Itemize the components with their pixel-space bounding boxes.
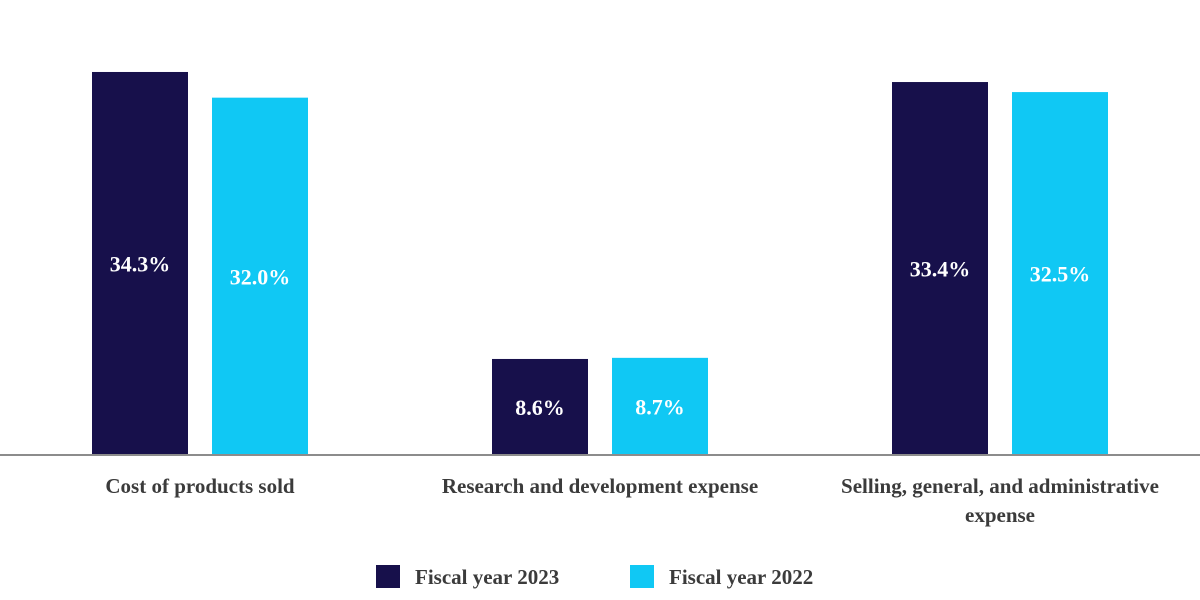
data-label: 32.0% <box>230 264 291 289</box>
bar-fy2023-1 <box>492 358 588 455</box>
data-label: 32.5% <box>1030 262 1091 287</box>
data-label: 34.3% <box>110 251 171 276</box>
bar-fy2023-2 <box>892 82 988 456</box>
legend-label: Fiscal year 2022 <box>669 565 813 589</box>
legend-label: Fiscal year 2023 <box>415 565 559 589</box>
category-label: expense <box>965 503 1035 527</box>
category-label: Cost of products sold <box>105 474 295 498</box>
category-label: Research and development expense <box>442 474 758 498</box>
data-label: 8.7% <box>635 394 685 419</box>
category-label: Selling, general, and administrative <box>841 474 1159 498</box>
legend-swatch-fy2023 <box>376 565 400 588</box>
bar-fy2023-0 <box>92 71 188 455</box>
legend-swatch-fy2022 <box>630 565 654 588</box>
bar-fy2022-0 <box>212 97 308 456</box>
data-label: 8.6% <box>515 395 565 420</box>
bar-fy2022-2 <box>1012 92 1108 455</box>
bar-fy2022-1 <box>612 357 708 455</box>
data-label: 33.4% <box>910 257 971 282</box>
